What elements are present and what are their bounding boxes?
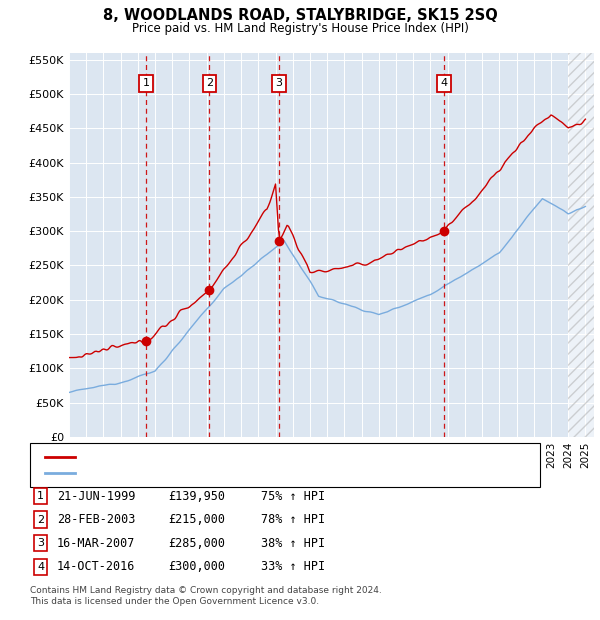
Text: 21-JUN-1999: 21-JUN-1999 [57,490,136,502]
Text: 38% ↑ HPI: 38% ↑ HPI [261,537,325,549]
Text: Contains HM Land Registry data © Crown copyright and database right 2024.: Contains HM Land Registry data © Crown c… [30,586,382,595]
Text: This data is licensed under the Open Government Licence v3.0.: This data is licensed under the Open Gov… [30,597,319,606]
Text: 16-MAR-2007: 16-MAR-2007 [57,537,136,549]
Text: 8, WOODLANDS ROAD, STALYBRIDGE, SK15 2SQ (detached house): 8, WOODLANDS ROAD, STALYBRIDGE, SK15 2SQ… [81,452,445,462]
Text: 1: 1 [142,79,149,89]
Text: 8, WOODLANDS ROAD, STALYBRIDGE, SK15 2SQ: 8, WOODLANDS ROAD, STALYBRIDGE, SK15 2SQ [103,8,497,23]
Text: £215,000: £215,000 [168,513,225,526]
Text: 3: 3 [37,538,44,548]
Text: 2: 2 [206,79,213,89]
Text: 33% ↑ HPI: 33% ↑ HPI [261,560,325,573]
Text: 28-FEB-2003: 28-FEB-2003 [57,513,136,526]
Text: 3: 3 [275,79,283,89]
Text: 78% ↑ HPI: 78% ↑ HPI [261,513,325,526]
Text: 2: 2 [37,515,44,525]
Text: 1: 1 [37,491,44,501]
Text: 4: 4 [440,79,448,89]
Text: Price paid vs. HM Land Registry's House Price Index (HPI): Price paid vs. HM Land Registry's House … [131,22,469,35]
Text: 14-OCT-2016: 14-OCT-2016 [57,560,136,573]
Text: HPI: Average price, detached house, Tameside: HPI: Average price, detached house, Tame… [81,468,335,478]
Text: 75% ↑ HPI: 75% ↑ HPI [261,490,325,502]
Text: £285,000: £285,000 [168,537,225,549]
Text: £300,000: £300,000 [168,560,225,573]
Text: 4: 4 [37,562,44,572]
Text: £139,950: £139,950 [168,490,225,502]
